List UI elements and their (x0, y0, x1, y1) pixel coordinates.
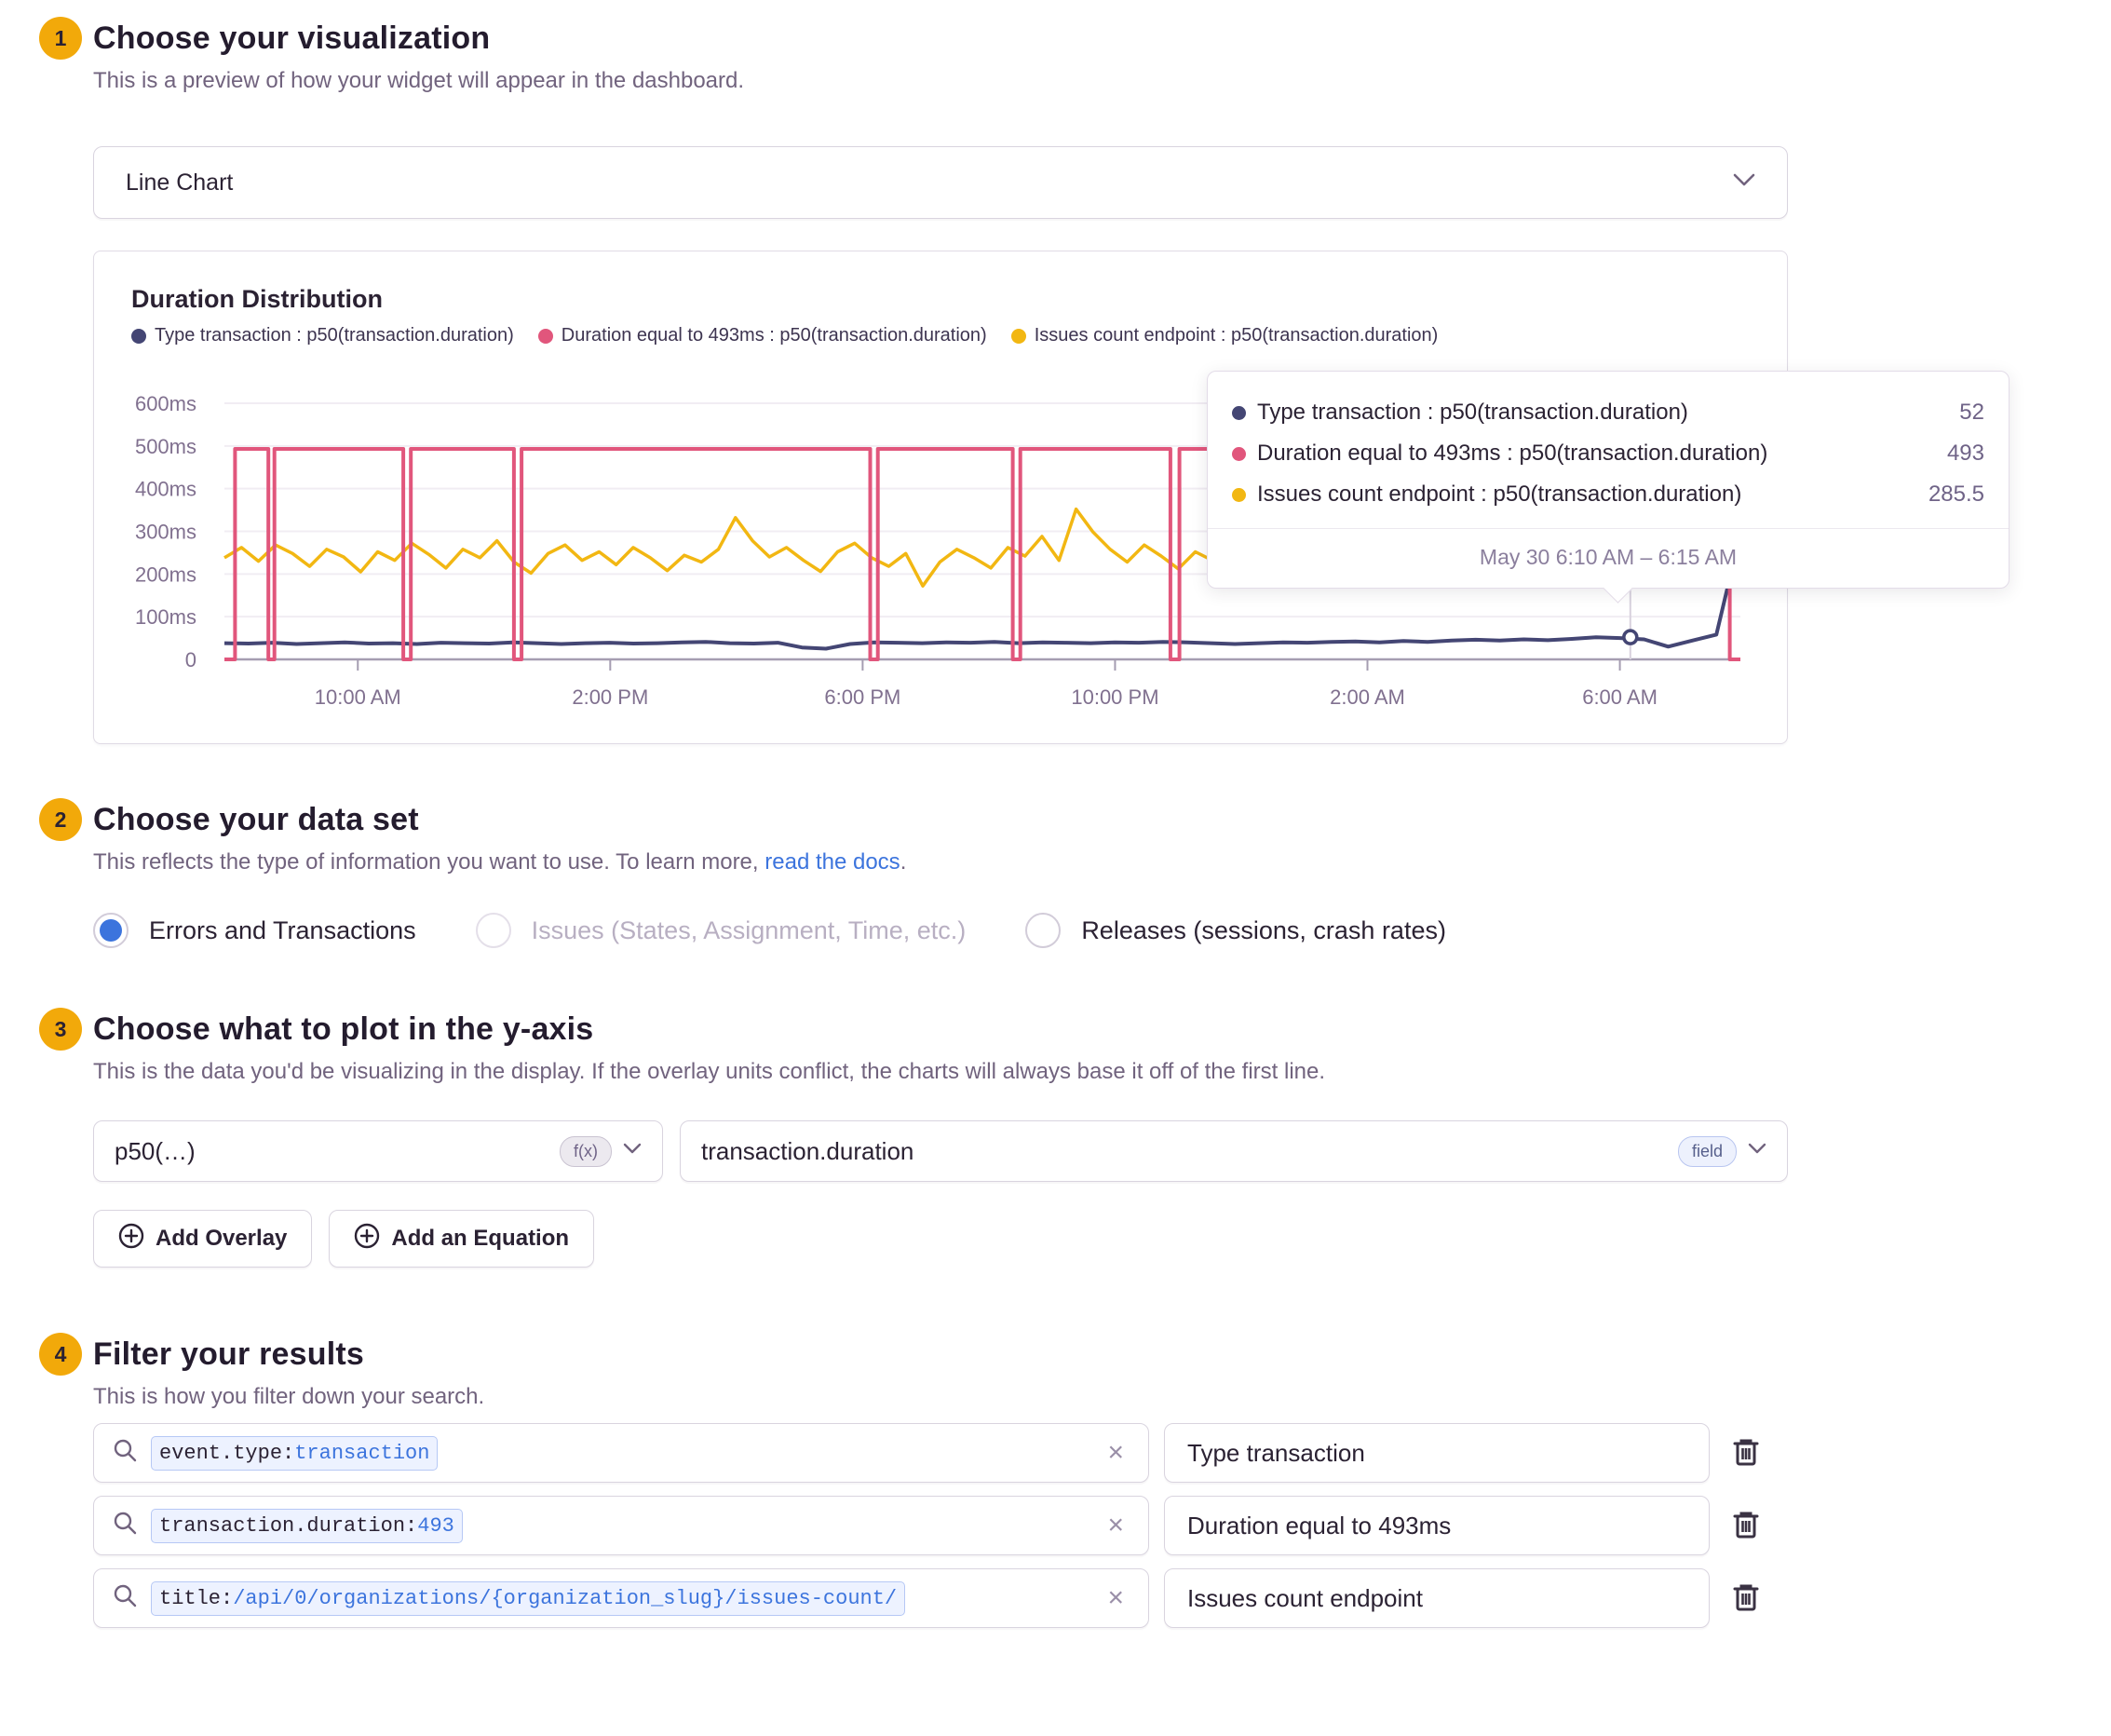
dataset-radio-group: Errors and Transactions Issues (States, … (93, 913, 1788, 948)
chevron-down-icon (623, 1143, 642, 1160)
tooltip-row: Type transaction : p50(transaction.durat… (1232, 392, 1984, 433)
section-dataset: 2 Choose your data set This reflects the… (39, 798, 1788, 948)
tooltip-dot-pink (1232, 446, 1246, 461)
section-3-title: Choose what to plot in the y-axis (93, 1011, 594, 1047)
filter-alias-input[interactable] (1164, 1568, 1710, 1628)
duration-chart-svg[interactable]: 0 100ms 200ms 300ms 400ms 500ms 600ms 10:00 AM 2… (94, 251, 1787, 743)
chevron-down-icon (1733, 173, 1755, 192)
clear-filter-icon[interactable]: × (1102, 1580, 1130, 1616)
filter-search-input[interactable]: title:/api/0/organizations/{organization… (93, 1568, 1149, 1628)
step-1-badge: 1 (39, 17, 82, 60)
tooltip-row: Duration equal to 493ms : p50(transactio… (1232, 433, 1984, 474)
radio-unselected-icon (1025, 913, 1062, 948)
tooltip-timerange: May 30 6:10 AM – 6:15 AM (1208, 528, 2009, 588)
legend-item[interactable]: Issues count endpoint : p50(transaction.… (1010, 325, 1438, 346)
tooltip-dot-yellow (1232, 487, 1246, 502)
search-icon (113, 1438, 138, 1468)
svg-text:6:00 PM: 6:00 PM (824, 685, 900, 709)
svg-text:200ms: 200ms (135, 563, 196, 586)
legend-dot-navy (131, 328, 146, 344)
section-1-title: Choose your visualization (93, 20, 491, 56)
radio-selected-icon (93, 913, 129, 948)
radio-errors-transactions[interactable]: Errors and Transactions (93, 913, 416, 948)
section-yaxis: 3 Choose what to plot in the y-axis This… (39, 1008, 1788, 1268)
add-overlay-button[interactable]: Add Overlay (93, 1210, 313, 1268)
visualization-selected-value: Line Chart (126, 169, 234, 196)
yaxis-buttons: Add Overlay Add an Equation (93, 1210, 1788, 1268)
clear-filter-icon[interactable]: × (1102, 1508, 1130, 1543)
section-4-title: Filter your results (93, 1336, 364, 1372)
svg-text:100ms: 100ms (135, 605, 196, 629)
legend-item[interactable]: Type transaction : p50(transaction.durat… (131, 325, 514, 346)
filter-alias-input[interactable] (1164, 1423, 1710, 1483)
svg-text:6:00 AM: 6:00 AM (1582, 685, 1658, 709)
radio-unselected-icon (475, 913, 511, 948)
legend-dot-yellow (1010, 328, 1026, 344)
filter-row: transaction.duration: 493 × (93, 1496, 1788, 1555)
chart-legend: Type transaction : p50(transaction.durat… (131, 325, 1787, 346)
trash-icon (1731, 1581, 1761, 1616)
yaxis-field-row: p50(…) f(x) transaction.duration field (93, 1120, 1788, 1182)
filter-search-input[interactable]: event.type: transaction × (93, 1423, 1149, 1483)
filter-alias-input[interactable] (1164, 1496, 1710, 1555)
function-badge: f(x) (560, 1135, 612, 1167)
delete-filter-button[interactable] (1725, 1504, 1767, 1547)
read-the-docs-link[interactable]: read the docs (765, 849, 900, 875)
step-2-badge: 2 (39, 798, 82, 841)
delete-filter-button[interactable] (1725, 1577, 1767, 1620)
trash-icon (1731, 1436, 1761, 1471)
search-icon (113, 1511, 138, 1540)
legend-item[interactable]: Duration equal to 493ms : p50(transactio… (537, 325, 987, 346)
section-4-subtitle: This is how you filter down your search. (93, 1384, 485, 1409)
filter-search-input[interactable]: transaction.duration: 493 × (93, 1496, 1149, 1555)
legend-dot-pink (537, 328, 553, 344)
filter-token[interactable]: title:/api/0/organizations/{organization… (151, 1580, 906, 1616)
chart-tooltip: Type transaction : p50(transaction.durat… (1207, 371, 2010, 604)
step-3-badge: 3 (39, 1008, 82, 1051)
function-select[interactable]: p50(…) f(x) (93, 1120, 663, 1182)
section-1-subtitle: This is a preview of how your widget wil… (93, 68, 745, 93)
filter-row: title:/api/0/organizations/{organization… (93, 1568, 1788, 1628)
chart-title: Duration Distribution (131, 285, 383, 313)
section-3-subtitle: This is the data you'd be visualizing in… (93, 1059, 1326, 1084)
visualization-select[interactable]: Line Chart (93, 146, 1788, 219)
field-badge: field (1677, 1135, 1737, 1167)
filter-row: event.type: transaction × (93, 1423, 1788, 1483)
svg-text:2:00 PM: 2:00 PM (572, 685, 648, 709)
search-icon (113, 1583, 138, 1613)
section-2-title: Choose your data set (93, 802, 419, 837)
svg-text:10:00 PM: 10:00 PM (1071, 685, 1158, 709)
circle-plus-icon (354, 1223, 380, 1255)
chart-preview-panel: Duration Distribution Type transaction :… (93, 251, 2010, 744)
section-2-subtitle: This reflects the type of information yo… (93, 849, 907, 875)
filter-token[interactable]: transaction.duration: 493 (151, 1508, 463, 1543)
trash-icon (1731, 1509, 1761, 1543)
chevron-down-icon (1748, 1143, 1766, 1160)
svg-text:500ms: 500ms (135, 435, 196, 458)
radio-releases[interactable]: Releases (sessions, crash rates) (1025, 913, 1446, 948)
delete-filter-button[interactable] (1725, 1431, 1767, 1474)
svg-text:600ms: 600ms (135, 392, 196, 415)
filter-token[interactable]: event.type: transaction (151, 1435, 439, 1471)
circle-plus-icon (118, 1223, 144, 1255)
svg-text:300ms: 300ms (135, 521, 196, 544)
radio-issues[interactable]: Issues (States, Assignment, Time, etc.) (475, 913, 966, 948)
tooltip-row: Issues count endpoint : p50(transaction.… (1232, 474, 1984, 515)
section-filters: 4 Filter your results This is how you fi… (39, 1333, 1788, 1628)
svg-text:2:00 AM: 2:00 AM (1330, 685, 1405, 709)
svg-text:400ms: 400ms (135, 478, 196, 501)
add-equation-button[interactable]: Add an Equation (329, 1210, 595, 1268)
clear-filter-icon[interactable]: × (1102, 1435, 1130, 1471)
field-select[interactable]: transaction.duration field (680, 1120, 1788, 1182)
step-4-badge: 4 (39, 1333, 82, 1376)
section-visualization: 1 Choose your visualization This is a pr… (39, 0, 2010, 744)
svg-text:10:00 AM: 10:00 AM (315, 685, 401, 709)
svg-text:0: 0 (185, 648, 196, 671)
tooltip-dot-navy (1232, 405, 1246, 420)
